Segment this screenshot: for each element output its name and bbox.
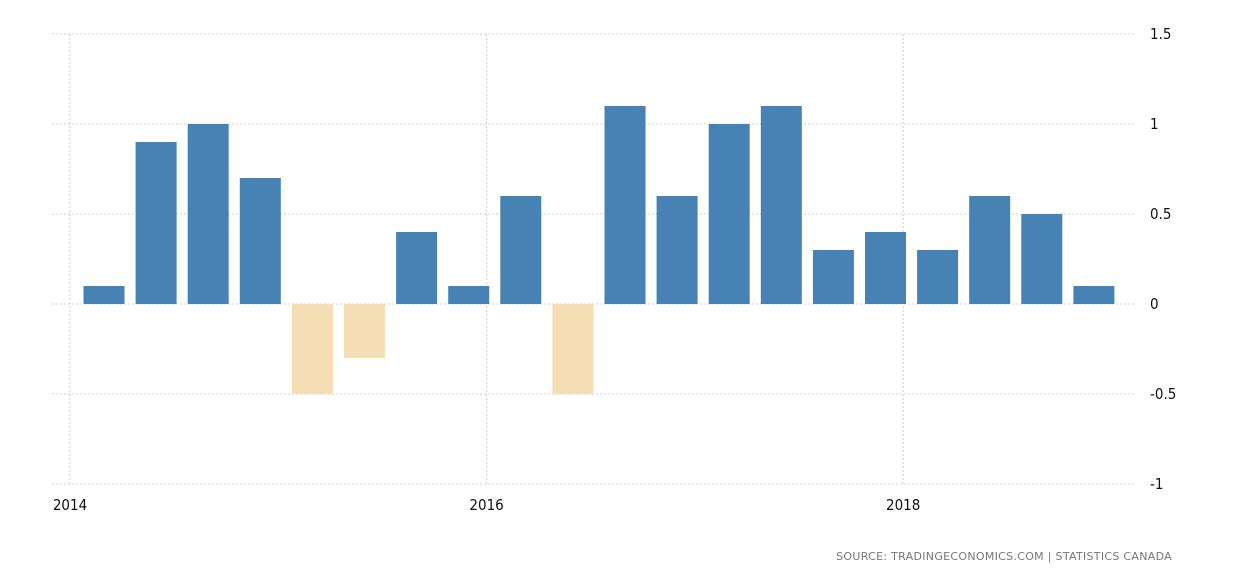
y-tick-label: -0.5 [1150, 385, 1176, 403]
x-axis: 2014 2016 2018 [53, 496, 921, 514]
x-tick-label: 2018 [886, 496, 920, 514]
bar-2014Q3 [187, 124, 229, 304]
bar-2016Q4 [656, 196, 698, 304]
bar-2014Q1 [83, 286, 125, 304]
bar-2016Q2 [552, 304, 594, 394]
x-tick-label: 2016 [469, 496, 503, 514]
y-tick-label: 1 [1150, 115, 1159, 133]
bar-2017Q2 [760, 106, 802, 304]
bars [83, 106, 1115, 394]
bar-2015Q1 [291, 304, 333, 394]
bar-2018Q2 [969, 196, 1011, 304]
y-tick-label: -1 [1150, 475, 1163, 493]
y-tick-label: 0 [1150, 295, 1159, 313]
bar-2015Q2 [344, 304, 385, 358]
bar-2014Q2 [135, 142, 177, 304]
bar-2017Q4 [865, 232, 906, 304]
bar-2018Q4 [1073, 286, 1115, 304]
bar-2018Q3 [1021, 214, 1063, 304]
bar-2016Q3 [604, 106, 646, 304]
bar-2015Q4 [448, 286, 490, 304]
grid [52, 33, 1135, 485]
bar-2017Q3 [812, 250, 854, 304]
bar-2017Q1 [708, 124, 750, 304]
y-tick-label: 1.5 [1150, 25, 1171, 43]
bar-2016Q1 [500, 196, 542, 304]
y-axis: 1.5 1 0.5 0 -0.5 -1 [1150, 25, 1176, 493]
y-tick-label: 0.5 [1150, 205, 1171, 223]
bar-2015Q3 [396, 232, 438, 304]
x-tick-label: 2014 [53, 496, 87, 514]
bar-2018Q1 [917, 250, 959, 304]
source-note: SOURCE: TRADINGECONOMICS.COM | STATISTIC… [836, 550, 1172, 563]
bar-2014Q4 [239, 178, 281, 304]
